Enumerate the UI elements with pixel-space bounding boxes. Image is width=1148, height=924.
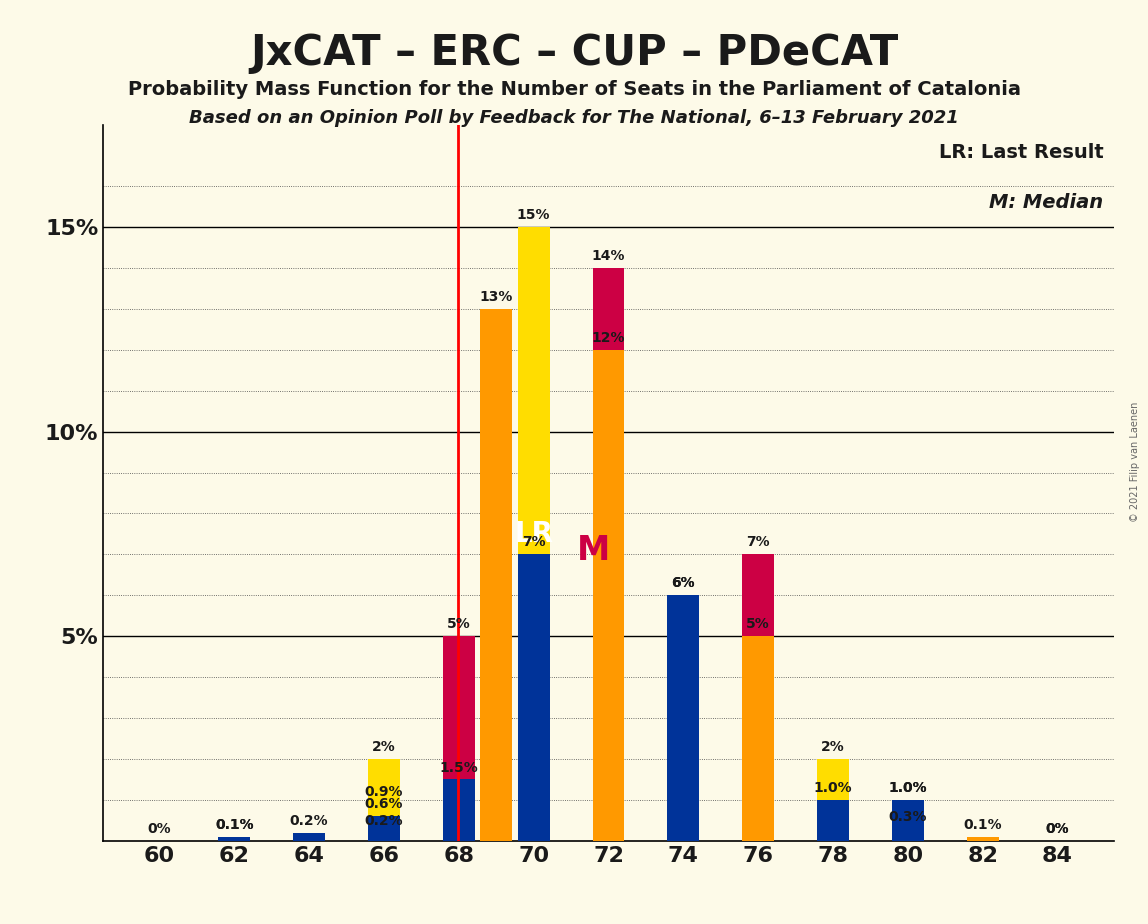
Bar [369, 816, 400, 841]
Text: 0%: 0% [148, 822, 171, 836]
Bar [892, 800, 924, 841]
Text: 0.1%: 0.1% [215, 818, 254, 832]
Text: 12%: 12% [591, 331, 626, 345]
Text: 0%: 0% [1046, 822, 1069, 836]
Text: Based on an Opinion Poll by Feedback for The National, 6–13 February 2021: Based on an Opinion Poll by Feedback for… [189, 109, 959, 127]
Text: 0%: 0% [1046, 822, 1069, 836]
Text: 2%: 2% [372, 740, 396, 754]
Text: © 2021 Filip van Laenen: © 2021 Filip van Laenen [1130, 402, 1140, 522]
Text: 0.1%: 0.1% [963, 818, 1002, 832]
Text: LR: Last Result: LR: Last Result [939, 142, 1103, 162]
Bar [443, 780, 474, 841]
Bar [817, 759, 848, 841]
Text: 0.2%: 0.2% [289, 814, 328, 828]
Text: 6%: 6% [672, 577, 695, 590]
Text: 15%: 15% [517, 208, 550, 222]
Text: 1.0%: 1.0% [814, 781, 852, 795]
Bar [743, 554, 774, 841]
Bar [218, 837, 250, 841]
Bar [592, 350, 625, 841]
Bar [443, 637, 474, 841]
Bar [369, 804, 400, 841]
Text: LR: LR [514, 520, 553, 548]
Text: 13%: 13% [480, 290, 513, 304]
Text: 1.0%: 1.0% [889, 781, 928, 795]
Bar [518, 554, 550, 841]
Text: Probability Mass Function for the Number of Seats in the Parliament of Catalonia: Probability Mass Function for the Number… [127, 80, 1021, 100]
Bar [892, 829, 924, 841]
Text: M: M [576, 534, 610, 566]
Text: 7%: 7% [746, 536, 770, 550]
Bar [369, 833, 400, 841]
Bar [592, 268, 625, 841]
Text: 0.9%: 0.9% [365, 785, 403, 799]
Text: 6%: 6% [672, 577, 695, 590]
Bar [480, 309, 512, 841]
Text: 5%: 5% [447, 617, 471, 631]
Text: 14%: 14% [591, 249, 626, 263]
Bar [293, 833, 325, 841]
Text: 1.5%: 1.5% [440, 760, 479, 774]
Bar [967, 837, 999, 841]
Bar [667, 595, 699, 841]
Text: 0.2%: 0.2% [365, 814, 403, 828]
Text: 0.6%: 0.6% [365, 797, 403, 811]
Text: 7%: 7% [522, 536, 545, 550]
Bar [218, 837, 250, 841]
Text: 5%: 5% [746, 617, 770, 631]
Bar [369, 759, 400, 841]
Bar [518, 227, 550, 841]
Text: JxCAT – ERC – CUP – PDeCAT: JxCAT – ERC – CUP – PDeCAT [250, 32, 898, 74]
Text: 1.0%: 1.0% [889, 781, 928, 795]
Text: 0.3%: 0.3% [889, 809, 928, 823]
Text: M: Median: M: Median [990, 193, 1103, 212]
Bar [667, 595, 699, 841]
Bar [743, 637, 774, 841]
Text: 2%: 2% [821, 740, 845, 754]
Bar [817, 800, 848, 841]
Bar [892, 800, 924, 841]
Text: 0.1%: 0.1% [215, 818, 254, 832]
